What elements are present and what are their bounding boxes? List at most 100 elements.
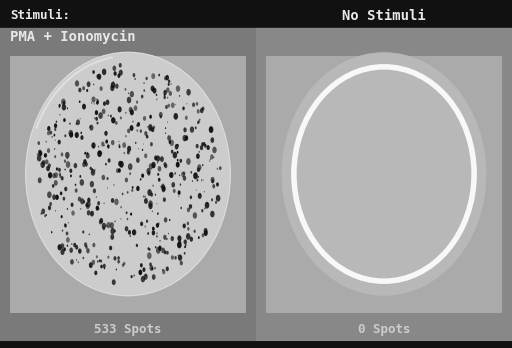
Ellipse shape xyxy=(157,161,158,164)
Ellipse shape xyxy=(105,140,108,144)
Ellipse shape xyxy=(87,152,88,155)
Ellipse shape xyxy=(127,150,130,155)
Ellipse shape xyxy=(168,140,171,144)
Ellipse shape xyxy=(196,102,198,106)
Ellipse shape xyxy=(78,261,79,263)
Ellipse shape xyxy=(125,112,126,114)
Ellipse shape xyxy=(108,147,110,149)
Ellipse shape xyxy=(146,168,151,174)
Ellipse shape xyxy=(111,198,114,203)
Ellipse shape xyxy=(136,244,138,247)
Ellipse shape xyxy=(205,202,209,208)
Ellipse shape xyxy=(61,98,66,105)
Ellipse shape xyxy=(166,87,169,93)
Ellipse shape xyxy=(165,75,169,80)
Ellipse shape xyxy=(76,134,77,136)
Ellipse shape xyxy=(107,188,108,189)
Ellipse shape xyxy=(210,211,215,218)
Ellipse shape xyxy=(75,184,76,186)
Ellipse shape xyxy=(198,120,200,123)
Ellipse shape xyxy=(190,171,192,174)
Ellipse shape xyxy=(180,261,183,266)
Ellipse shape xyxy=(151,127,154,132)
Ellipse shape xyxy=(111,140,115,145)
Ellipse shape xyxy=(118,144,120,147)
Ellipse shape xyxy=(210,155,214,159)
Ellipse shape xyxy=(109,246,112,250)
Ellipse shape xyxy=(48,172,52,179)
Ellipse shape xyxy=(179,240,181,244)
Ellipse shape xyxy=(148,200,153,207)
Ellipse shape xyxy=(169,219,170,221)
Ellipse shape xyxy=(71,243,72,245)
Ellipse shape xyxy=(118,161,122,167)
Ellipse shape xyxy=(147,252,152,259)
Ellipse shape xyxy=(87,210,91,215)
Ellipse shape xyxy=(61,176,63,181)
Ellipse shape xyxy=(71,211,75,216)
Ellipse shape xyxy=(184,252,185,255)
Ellipse shape xyxy=(113,184,115,186)
Ellipse shape xyxy=(86,245,88,249)
Ellipse shape xyxy=(181,172,185,177)
Ellipse shape xyxy=(115,121,118,125)
Ellipse shape xyxy=(60,152,63,157)
Ellipse shape xyxy=(67,158,68,159)
Ellipse shape xyxy=(64,224,67,228)
Ellipse shape xyxy=(171,150,174,154)
Ellipse shape xyxy=(67,245,68,247)
Ellipse shape xyxy=(187,227,189,231)
Ellipse shape xyxy=(204,191,205,192)
Ellipse shape xyxy=(133,73,135,77)
Ellipse shape xyxy=(196,153,200,159)
Ellipse shape xyxy=(186,89,191,96)
Ellipse shape xyxy=(140,129,142,133)
Ellipse shape xyxy=(164,251,166,254)
Ellipse shape xyxy=(74,163,77,168)
Ellipse shape xyxy=(149,262,152,266)
Ellipse shape xyxy=(101,175,105,180)
Ellipse shape xyxy=(103,145,104,146)
Ellipse shape xyxy=(53,134,55,136)
Ellipse shape xyxy=(84,242,87,247)
Ellipse shape xyxy=(206,145,210,150)
Ellipse shape xyxy=(54,128,56,131)
Text: 533 Spots: 533 Spots xyxy=(94,323,162,336)
Ellipse shape xyxy=(174,256,177,260)
Ellipse shape xyxy=(161,185,165,190)
Ellipse shape xyxy=(56,167,58,171)
Ellipse shape xyxy=(100,151,102,155)
Ellipse shape xyxy=(78,197,81,201)
Ellipse shape xyxy=(171,255,174,260)
Ellipse shape xyxy=(83,200,85,204)
Ellipse shape xyxy=(201,179,203,181)
Ellipse shape xyxy=(125,177,128,182)
Ellipse shape xyxy=(140,222,143,226)
Ellipse shape xyxy=(66,231,68,236)
Ellipse shape xyxy=(137,122,140,127)
Ellipse shape xyxy=(66,161,70,168)
Ellipse shape xyxy=(178,190,181,195)
Ellipse shape xyxy=(67,208,68,210)
Ellipse shape xyxy=(117,73,120,78)
Ellipse shape xyxy=(39,151,42,156)
Ellipse shape xyxy=(80,135,83,140)
Ellipse shape xyxy=(105,100,110,105)
Ellipse shape xyxy=(108,158,111,163)
Ellipse shape xyxy=(216,182,219,187)
Ellipse shape xyxy=(101,142,104,147)
Ellipse shape xyxy=(166,267,169,271)
Ellipse shape xyxy=(152,73,155,79)
Ellipse shape xyxy=(168,79,170,83)
Ellipse shape xyxy=(108,114,109,116)
Ellipse shape xyxy=(161,247,165,253)
Ellipse shape xyxy=(91,168,93,171)
Text: PMA + Ionomycin: PMA + Ionomycin xyxy=(10,30,136,44)
Ellipse shape xyxy=(141,276,145,282)
Ellipse shape xyxy=(150,265,153,271)
Ellipse shape xyxy=(56,121,57,123)
Ellipse shape xyxy=(145,77,148,80)
Ellipse shape xyxy=(44,153,47,158)
Ellipse shape xyxy=(94,103,95,104)
Ellipse shape xyxy=(54,123,57,128)
